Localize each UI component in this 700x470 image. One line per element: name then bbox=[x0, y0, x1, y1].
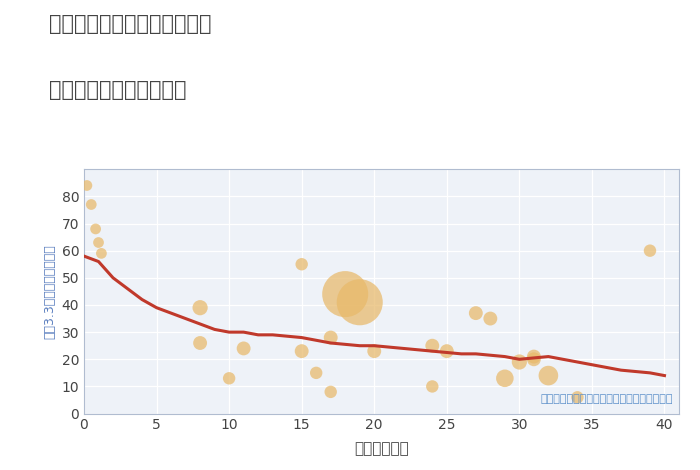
Point bbox=[542, 372, 554, 379]
Text: 三重県松阪市飯南町下仁柿の: 三重県松阪市飯南町下仁柿の bbox=[49, 14, 211, 34]
X-axis label: 築年数（年）: 築年数（年） bbox=[354, 441, 409, 456]
Text: 築年数別中古戸建て価格: 築年数別中古戸建て価格 bbox=[49, 80, 186, 100]
Point bbox=[81, 182, 92, 189]
Point bbox=[311, 369, 322, 376]
Point bbox=[90, 225, 101, 233]
Point bbox=[441, 347, 452, 355]
Point bbox=[325, 334, 336, 341]
Point bbox=[195, 304, 206, 312]
Point bbox=[296, 347, 307, 355]
Text: 円の大きさは、取引のあった物件面積を示す: 円の大きさは、取引のあった物件面積を示す bbox=[540, 394, 673, 404]
Point bbox=[195, 339, 206, 347]
Point bbox=[427, 383, 438, 390]
Point bbox=[572, 393, 583, 401]
Point bbox=[223, 375, 235, 382]
Point bbox=[528, 355, 540, 363]
Point bbox=[499, 375, 510, 382]
Point bbox=[369, 347, 380, 355]
Point bbox=[427, 342, 438, 350]
Point bbox=[470, 309, 482, 317]
Point bbox=[85, 201, 97, 208]
Point bbox=[325, 388, 336, 396]
Point bbox=[96, 250, 107, 257]
Point bbox=[528, 353, 540, 360]
Point bbox=[484, 315, 496, 322]
Point bbox=[340, 290, 351, 298]
Point bbox=[645, 247, 656, 254]
Point bbox=[238, 345, 249, 352]
Point bbox=[514, 358, 525, 366]
Point bbox=[93, 239, 104, 246]
Point bbox=[296, 260, 307, 268]
Y-axis label: 坪（3.3㎡）単価（万円）: 坪（3.3㎡）単価（万円） bbox=[43, 244, 56, 339]
Point bbox=[354, 298, 365, 306]
